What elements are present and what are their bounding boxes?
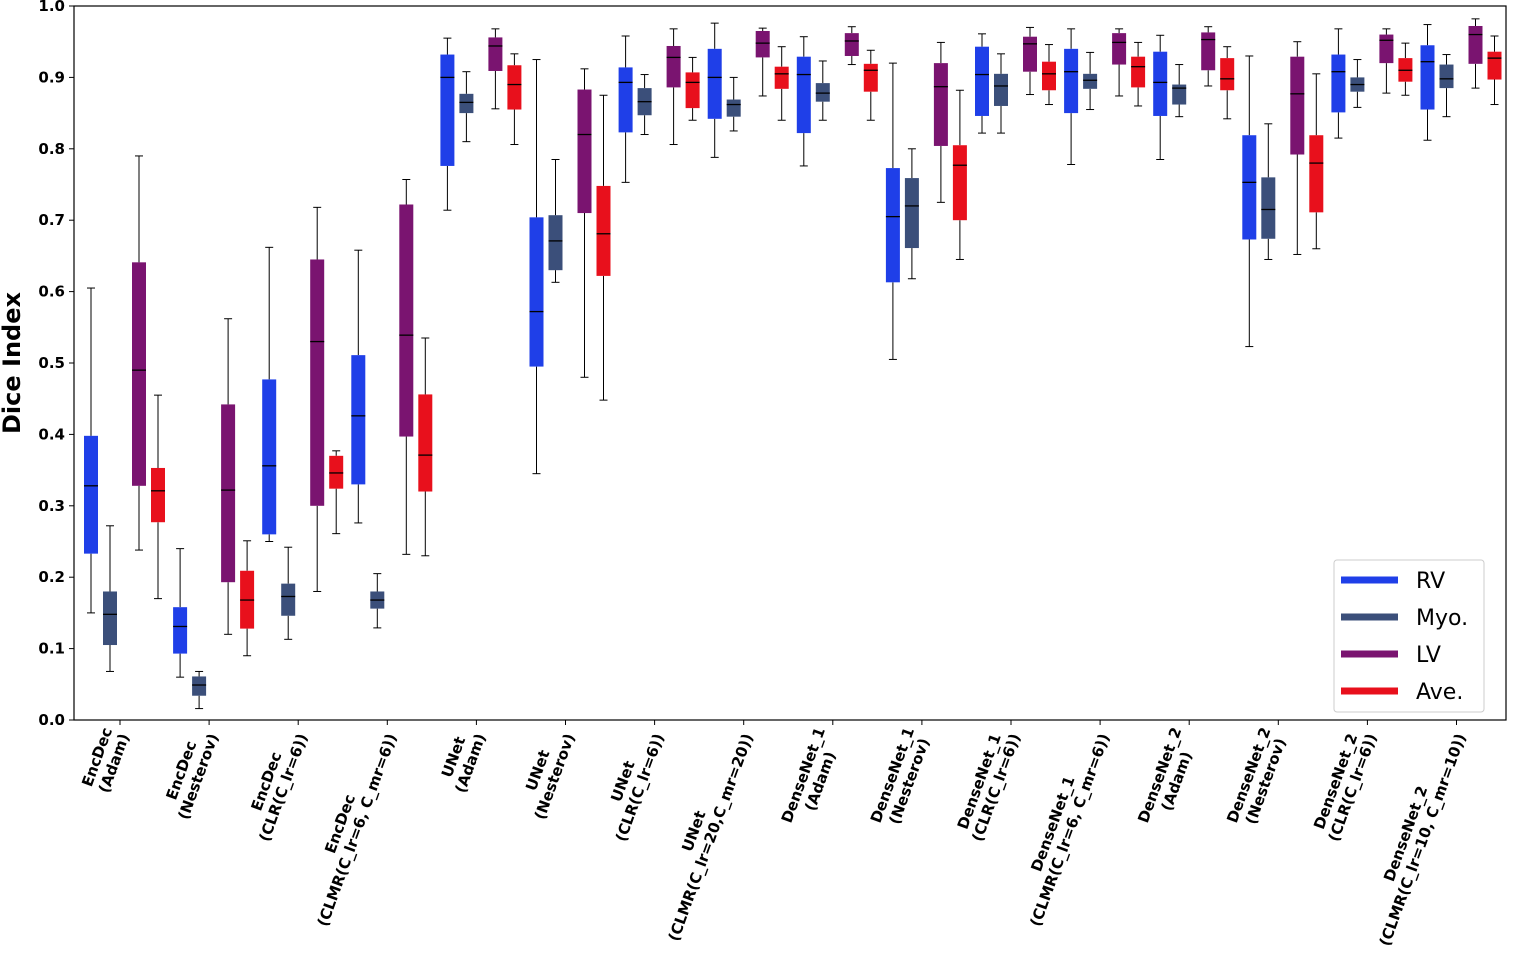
x-tick-label: UNet(CLMR(C_lr=20,C_mr=20))	[648, 725, 757, 944]
box-2-15-box	[1468, 25, 1483, 64]
box-3-8-box	[863, 63, 878, 92]
box-3-12-box	[1220, 58, 1235, 91]
y-tick-label: 1.0	[38, 0, 65, 15]
box-2-1-box	[221, 404, 236, 583]
box-0-12-box	[1153, 51, 1168, 116]
box-0-3-box	[351, 355, 366, 485]
box-0-9-box	[885, 168, 900, 283]
box-2-5-box	[577, 89, 592, 214]
box-0-7-box	[707, 48, 722, 119]
box-2-7-box	[755, 30, 770, 58]
box-2-11-box	[1112, 33, 1127, 65]
x-tick-label: EncDec(Nesterov)	[157, 725, 222, 822]
box-0-15-box	[1420, 45, 1435, 110]
box-2-8-box	[844, 33, 859, 56]
x-tick-label: UNet(CLR(C_lr=6))	[595, 725, 668, 844]
box-1-4-box	[459, 93, 474, 114]
box-1-15-box	[1439, 64, 1454, 89]
x-tick-label: EncDec(CLR(C_lr=6))	[239, 725, 312, 844]
box-3-11-box	[1131, 56, 1146, 88]
x-tick-label: UNet(Nesterov)	[514, 725, 579, 822]
box-3-2-box	[329, 455, 344, 489]
box-1-2-box	[281, 583, 296, 616]
box-1-10-box	[994, 73, 1008, 106]
legend-label-3: Ave.	[1416, 680, 1463, 705]
box-1-11-box	[1083, 73, 1098, 89]
y-axis-label: Dice Index	[0, 292, 26, 434]
y-tick-label: 0.8	[38, 140, 65, 158]
axes: 0.0 0.1 0.2 0.3 0.4 0.5 0.6 0.7 0.8 0.9 1.0 EncDec(…	[38, 0, 1507, 949]
box-3-13-box	[1309, 135, 1324, 213]
y-tick-label: 0.3	[38, 497, 65, 515]
x-tick-label: DenseNet_1(CLR(C_lr=6))	[951, 725, 1024, 844]
box-1-13-box	[1261, 177, 1276, 239]
box-2-6-box	[666, 45, 681, 88]
box-0-5-box	[529, 217, 544, 367]
box-0-10-box	[975, 46, 989, 116]
box-3-3-box	[418, 394, 433, 492]
box-0-1-box	[173, 607, 188, 654]
x-tick-label: DenseNet_1(Adam)	[778, 725, 846, 832]
box-0-8-box	[796, 56, 811, 134]
y-tick-label: 0.9	[38, 68, 65, 86]
legend-label-0: RV	[1416, 569, 1445, 594]
legend-label-1: Myo.	[1416, 606, 1468, 631]
legend: RV Myo. LV Ave.	[1333, 559, 1485, 713]
y-tick-label: 0.7	[38, 211, 65, 229]
box-3-7-box	[774, 66, 789, 89]
box-0-14-box	[1331, 54, 1346, 113]
box-1-9-box	[904, 178, 919, 249]
box-2-13-box	[1290, 56, 1305, 155]
x-tick-label: DenseNet_2(CLR(C_lr=6))	[1308, 725, 1381, 844]
x-tick-label: DenseNet_2(Nesterov)	[1223, 725, 1291, 832]
y-tick-label: 0.4	[38, 425, 65, 443]
y-tick-label: 0.5	[38, 354, 65, 372]
box-1-5-box	[548, 215, 563, 271]
box-1-8-box	[815, 83, 830, 102]
box-2-3-box	[399, 204, 414, 437]
x-tick-label: DenseNet_1(Nesterov)	[867, 725, 935, 832]
box-0-13-box	[1242, 135, 1257, 240]
box-2-10-box	[1023, 36, 1037, 72]
box-0-2-box	[262, 379, 277, 535]
x-tick-label: DenseNet_2(Adam)	[1134, 725, 1202, 832]
box-2-14-box	[1379, 34, 1394, 64]
box-3-9-box	[952, 145, 967, 221]
box-2-2-box	[310, 259, 325, 506]
box-1-7-box	[726, 99, 741, 117]
box-1-0-box	[103, 591, 117, 646]
box-2-4-box	[488, 37, 503, 71]
box-0-11-box	[1064, 48, 1079, 114]
box-3-6-box	[685, 72, 700, 109]
x-tick-label: DenseNet_1(CLMR(C_lr=6, C_mr=6))	[1010, 725, 1114, 929]
y-tick-label: 0.0	[38, 711, 65, 729]
y-tick-label: 0.6	[38, 283, 65, 301]
x-tick-label: UNet(Adam)	[435, 725, 490, 795]
box-1-1-box	[192, 676, 207, 696]
plot-area	[84, 18, 1502, 710]
box-3-5-box	[596, 185, 611, 276]
box-3-4-box	[507, 65, 522, 110]
box-2-12-box	[1201, 32, 1216, 71]
box-2-0-box	[132, 262, 146, 486]
legend-frame	[1333, 559, 1485, 713]
box-3-10-box	[1042, 61, 1056, 91]
box-2-9-box	[933, 63, 948, 146]
box-3-0-box	[151, 467, 165, 523]
box-3-15-box	[1487, 51, 1502, 80]
y-tick-label: 0.1	[38, 640, 65, 658]
box-1-12-box	[1172, 84, 1187, 105]
x-tick-label: EncDec(CLMR(C_lr=6, C_mr=6))	[297, 725, 401, 929]
box-0-4-box	[440, 54, 455, 166]
legend-label-2: LV	[1416, 643, 1441, 668]
x-tick-label: EncDec(Adam)	[78, 725, 133, 795]
box-0-6-box	[618, 67, 633, 133]
x-tick-label: DenseNet_2(CLMR(C_lr=10, C_mr=10))	[1359, 725, 1470, 949]
y-tick-label: 0.2	[38, 568, 65, 586]
box-0-0-box	[84, 435, 98, 554]
